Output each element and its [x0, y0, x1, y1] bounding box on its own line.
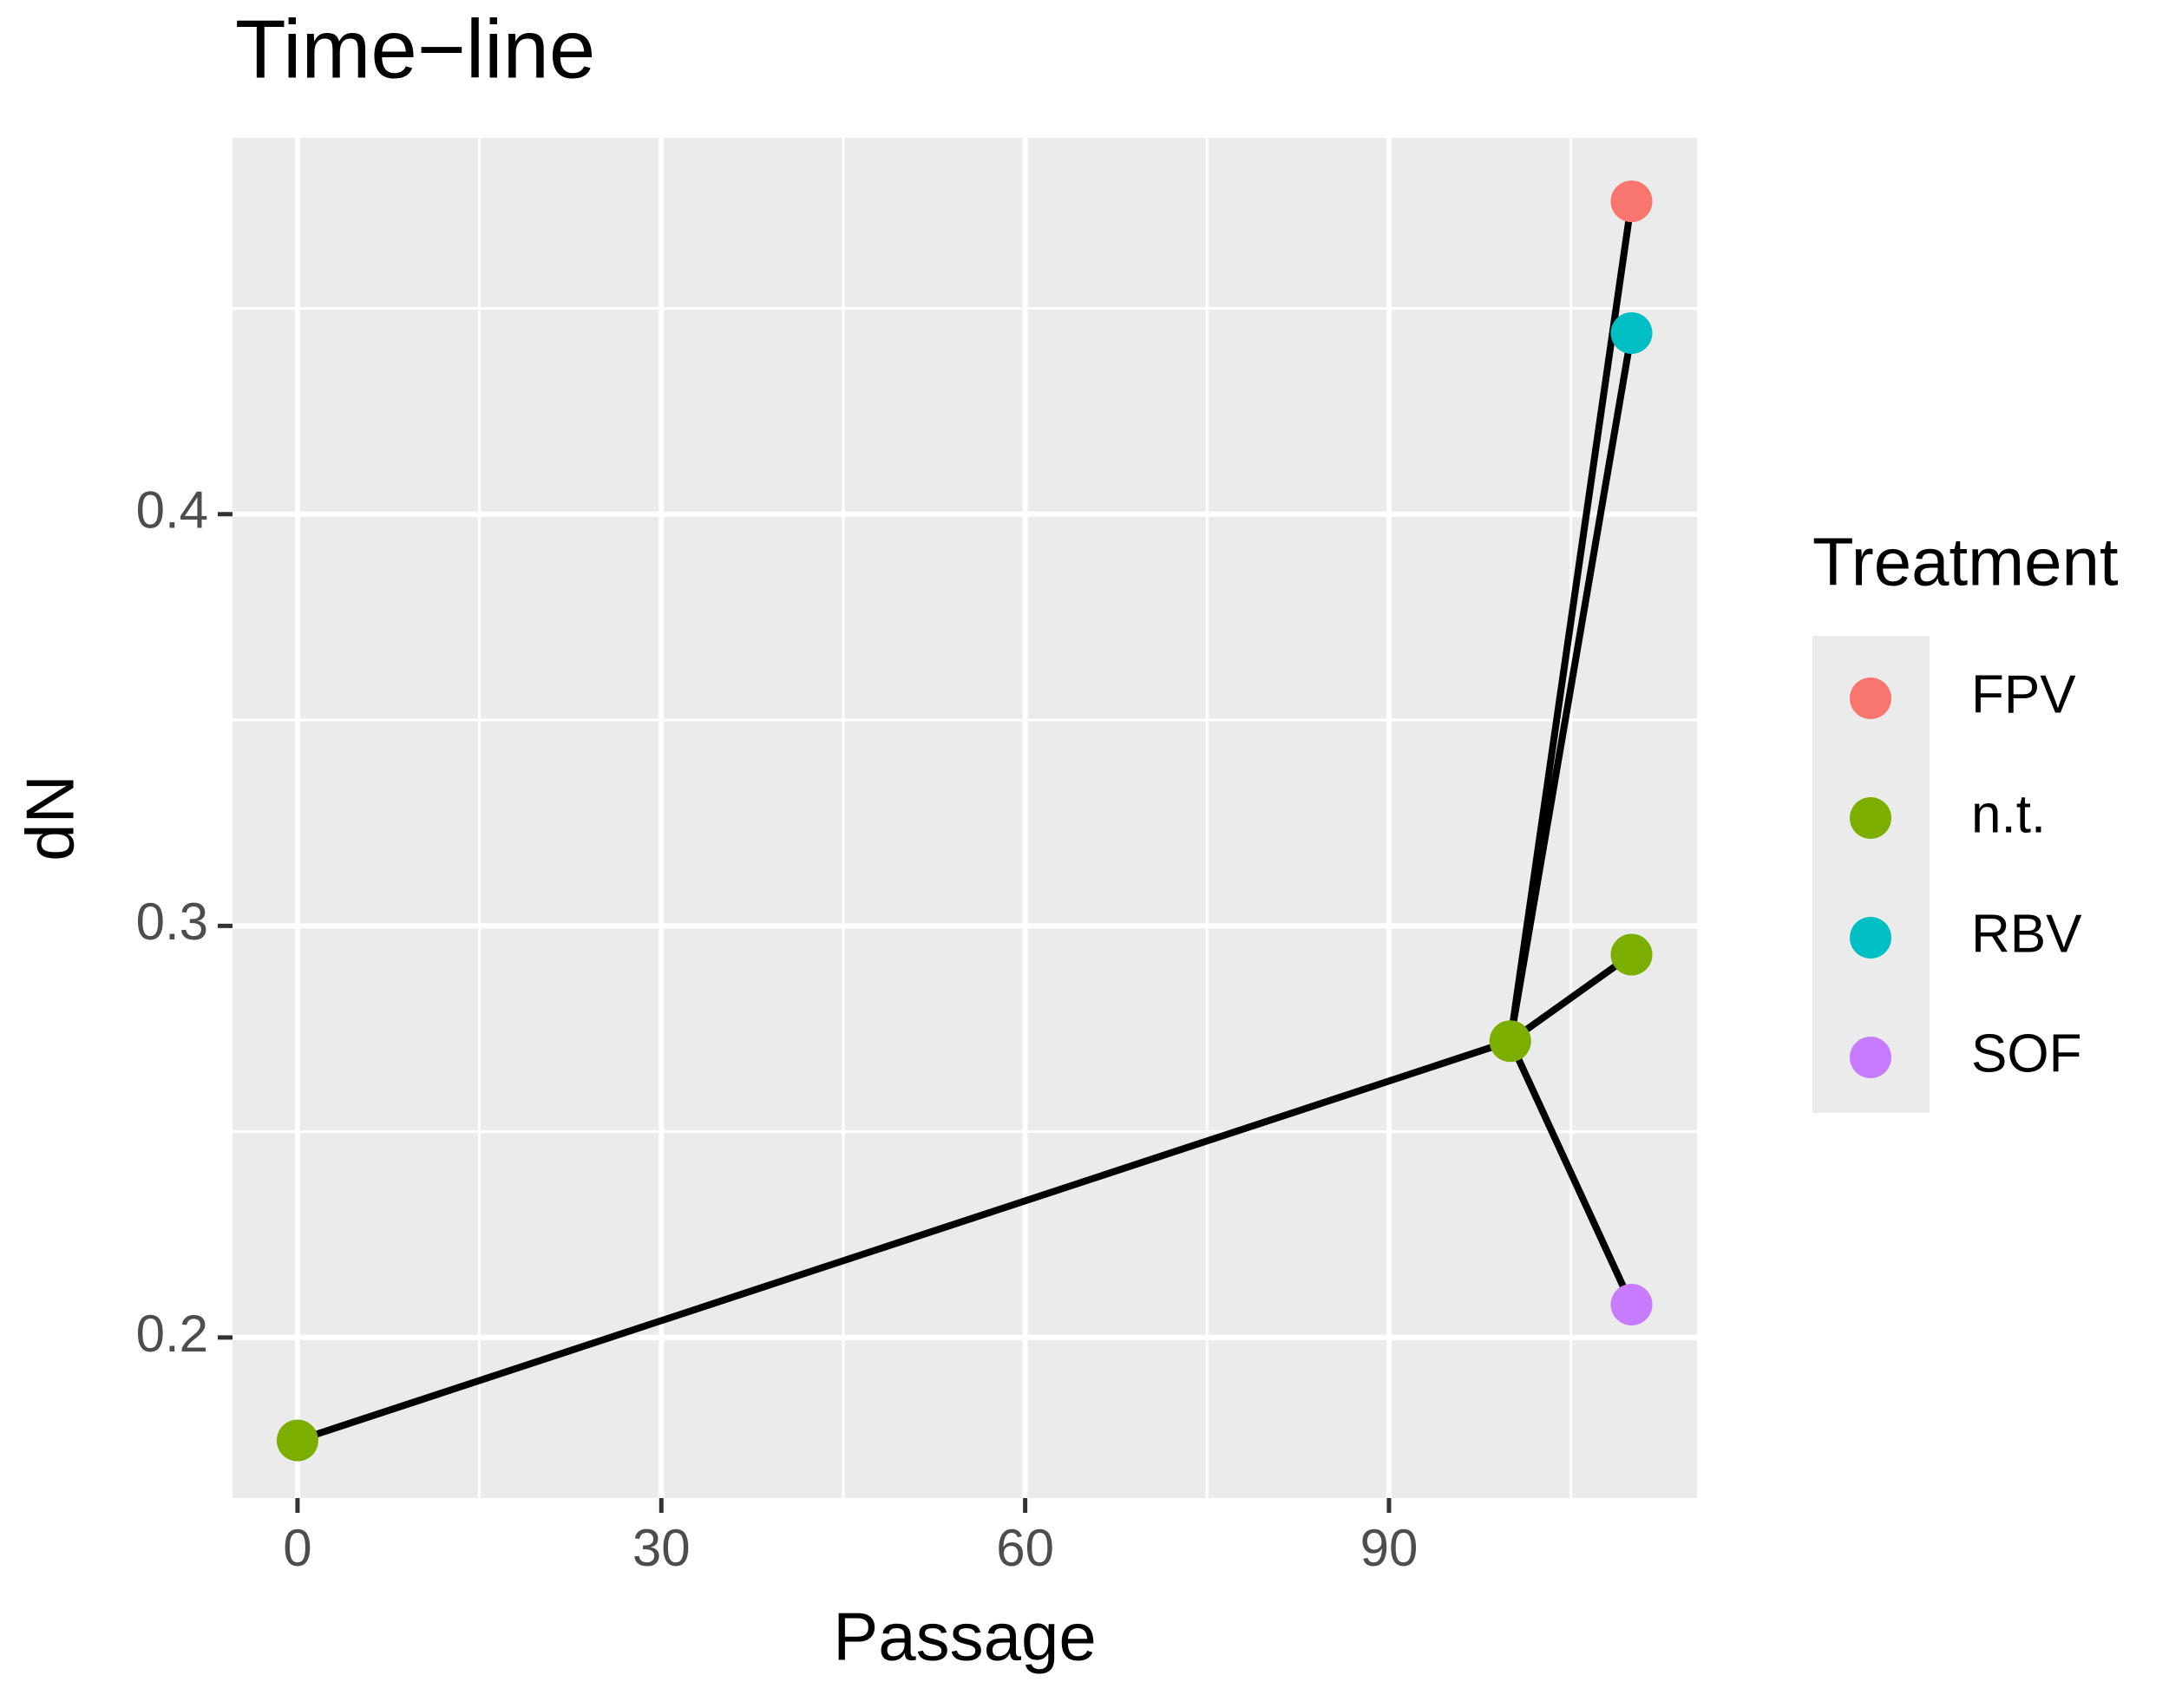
legend-marker: [1850, 1037, 1891, 1078]
legend-label: FPV: [1971, 664, 2076, 724]
plot-panel: [233, 138, 1697, 1498]
point: [1610, 180, 1653, 223]
point: [1489, 1020, 1531, 1063]
connector-line: [1506, 200, 1635, 1042]
point: [1610, 1283, 1653, 1325]
y-axis-title: dN: [12, 775, 88, 861]
x-tick-label: 90: [1360, 1519, 1419, 1577]
y-tick-label: 0.2: [136, 1305, 208, 1363]
legend-label: n.t.: [1971, 784, 2046, 844]
connector-line: [1507, 1039, 1635, 1306]
point: [1610, 933, 1653, 976]
legend-label: RBV: [1971, 904, 2082, 964]
legend-label: SOF: [1971, 1024, 2081, 1083]
legend-marker: [1850, 917, 1891, 959]
y-tick-label: 0.3: [136, 893, 208, 951]
point: [276, 1419, 318, 1462]
x-tick-label: 30: [632, 1519, 691, 1577]
chart-title: Time−line: [235, 3, 595, 95]
x-axis-title: Passage: [833, 1599, 1097, 1675]
legend-title: Treatment: [1812, 524, 2119, 600]
legend-marker: [1850, 797, 1891, 839]
legend-marker: [1850, 677, 1891, 719]
point: [1610, 311, 1653, 354]
x-tick-label: 0: [283, 1519, 311, 1577]
x-tick-label: 60: [996, 1519, 1054, 1577]
y-tick-label: 0.4: [136, 481, 208, 540]
connector-line: [1506, 332, 1635, 1042]
